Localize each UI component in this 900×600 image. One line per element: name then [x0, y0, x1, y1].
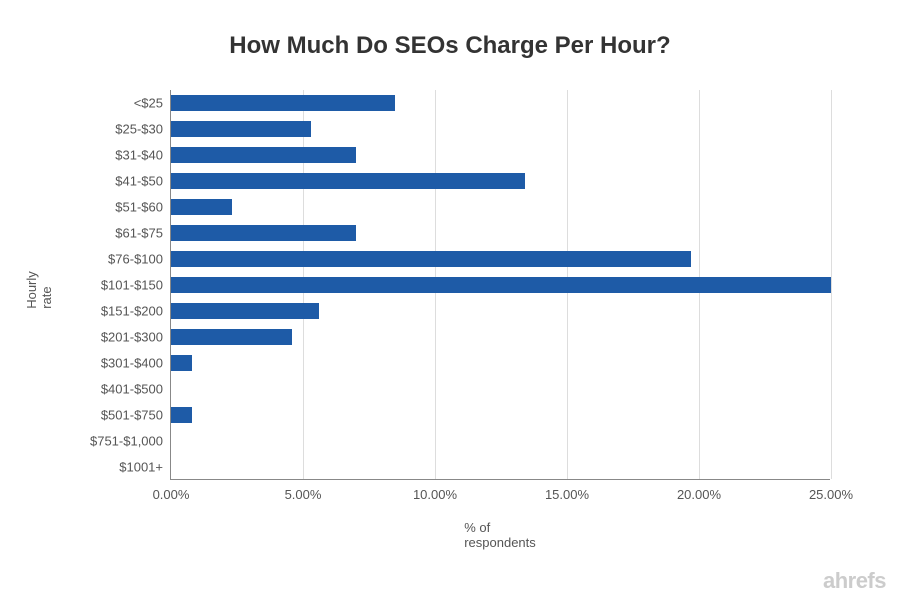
y-tick-label: $301-$400 [101, 356, 171, 371]
y-tick-label: $25-$30 [115, 122, 171, 137]
x-tick-label: 10.00% [413, 479, 457, 502]
y-tick-label: $151-$200 [101, 304, 171, 319]
y-tick-label: $201-$300 [101, 330, 171, 345]
y-tick-label: <$25 [134, 96, 171, 111]
bar [171, 95, 395, 112]
bar [171, 121, 311, 138]
bar [171, 329, 292, 346]
y-tick-label: $751-$1,000 [90, 434, 171, 449]
watermark-logo: ahrefs [823, 568, 886, 594]
bar [171, 303, 319, 320]
x-axis-title: % of respondents [464, 520, 536, 550]
x-tick-label: 25.00% [809, 479, 853, 502]
y-tick-label: $31-$40 [115, 148, 171, 163]
bar [171, 407, 192, 424]
y-axis-title: Hourly rate [24, 271, 54, 309]
y-tick-label: $51-$60 [115, 200, 171, 215]
bar [171, 199, 232, 216]
x-tick-label: 5.00% [285, 479, 322, 502]
x-tick-label: 0.00% [153, 479, 190, 502]
x-tick-label: 15.00% [545, 479, 589, 502]
bar [171, 147, 356, 164]
y-tick-label: $401-$500 [101, 382, 171, 397]
y-tick-label: $101-$150 [101, 278, 171, 293]
chart-title: How Much Do SEOs Charge Per Hour? [0, 32, 900, 60]
bar [171, 225, 356, 242]
bar [171, 251, 691, 268]
gridline [831, 90, 832, 479]
x-tick-label: 20.00% [677, 479, 721, 502]
y-tick-label: $76-$100 [108, 252, 171, 267]
y-tick-label: $1001+ [119, 460, 171, 475]
y-tick-label: $501-$750 [101, 408, 171, 423]
y-tick-label: $41-$50 [115, 174, 171, 189]
y-tick-label: $61-$75 [115, 226, 171, 241]
bar [171, 173, 525, 190]
bar [171, 355, 192, 372]
plot-area: 0.00%5.00%10.00%15.00%20.00%25.00%<$25$2… [170, 90, 830, 480]
bar [171, 277, 831, 294]
